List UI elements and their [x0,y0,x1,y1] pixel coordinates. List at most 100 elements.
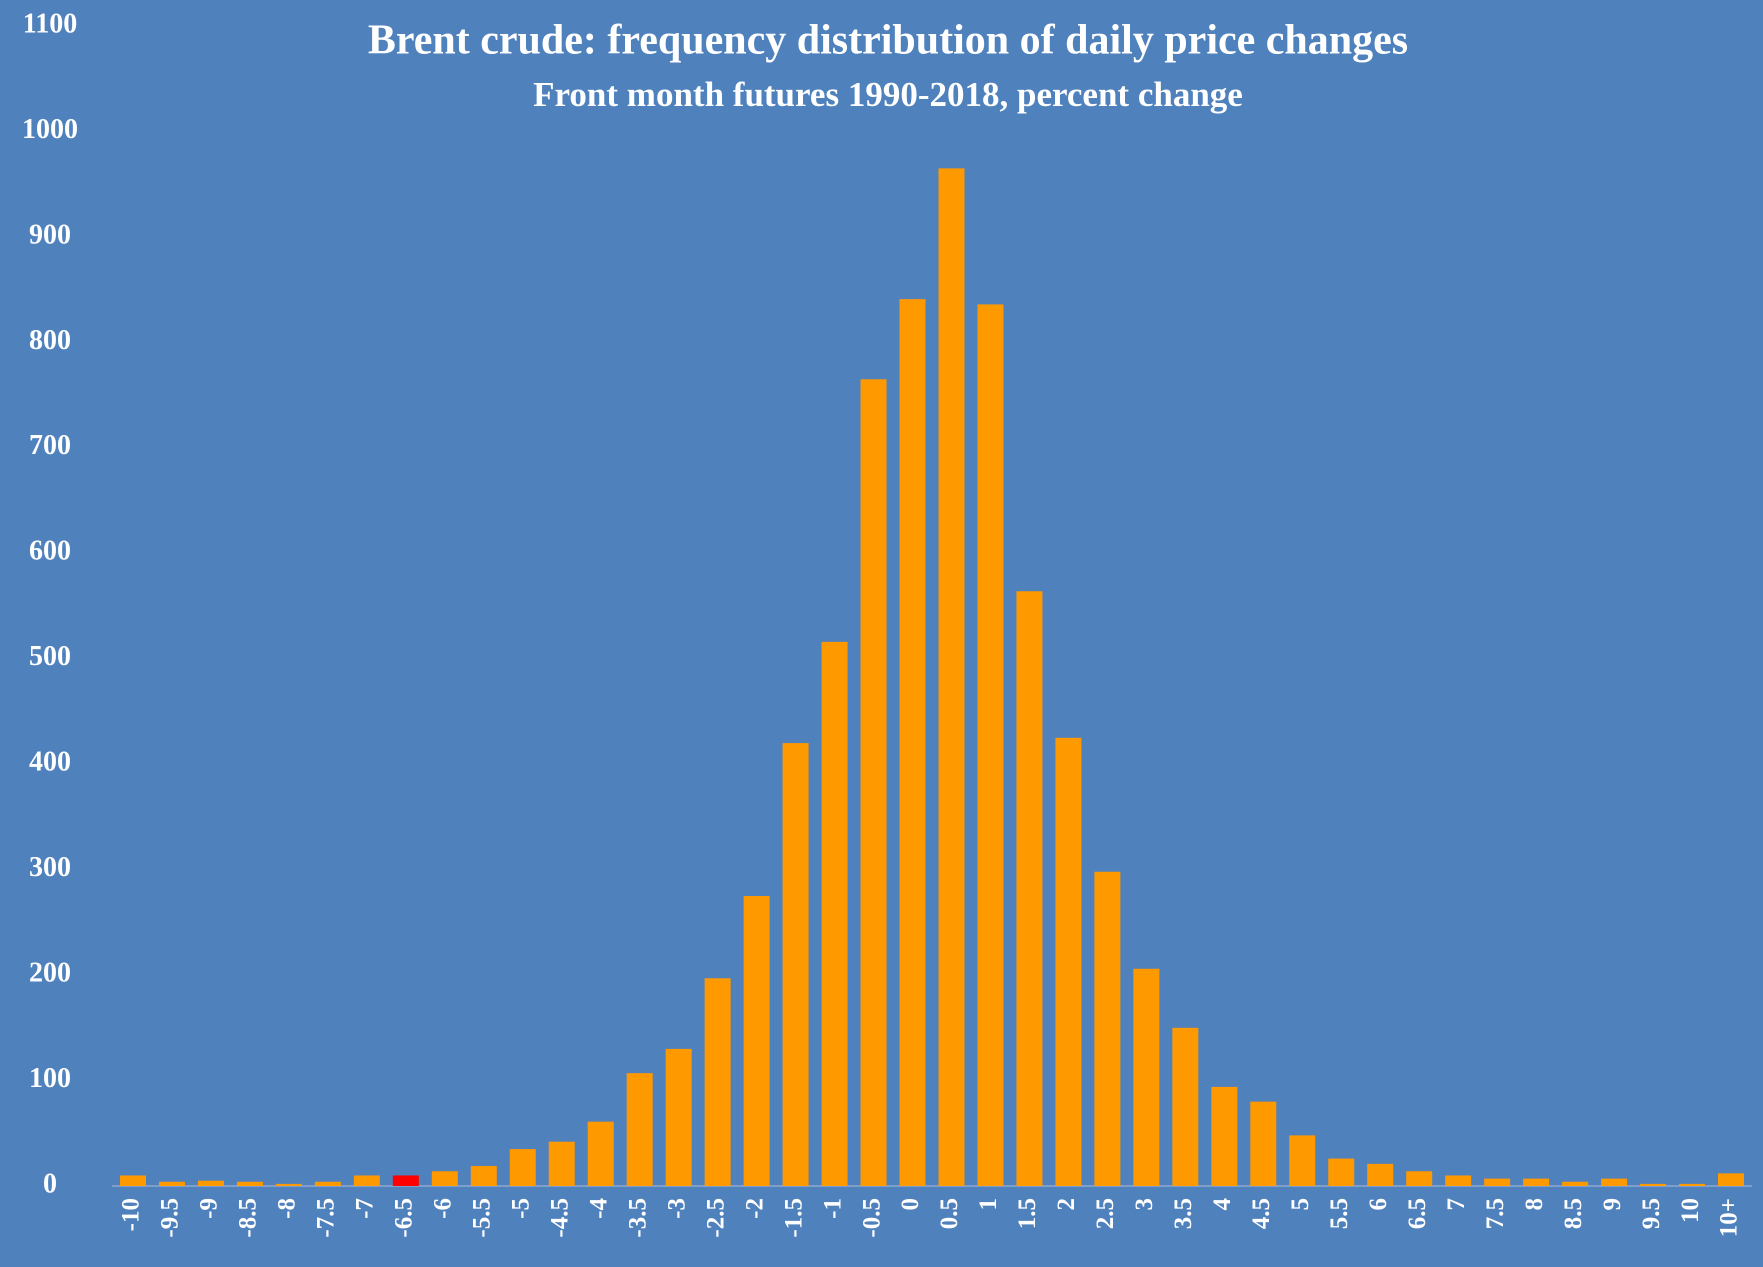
x-tick-label: 9 [1599,1198,1626,1211]
x-tick-label: -9.5 [157,1198,184,1238]
chart-title: Brent crude: frequency distribution of d… [368,18,1408,64]
bar [1445,1175,1472,1186]
bar [1523,1178,1550,1186]
bar [1211,1086,1238,1186]
bar [314,1181,341,1186]
bar [860,379,887,1187]
y-tick-label: 500 [29,641,71,672]
x-tick-label: -3 [663,1198,690,1219]
bar [353,1175,380,1186]
x-tick-label: 6.5 [1404,1198,1431,1229]
y-tick-label: 100 [29,1063,71,1094]
bar [1367,1163,1394,1186]
chart-subtitle: Front month futures 1990-2018, percent c… [533,75,1243,114]
bar [392,1175,419,1186]
bar [743,896,770,1186]
y-tick-label: 800 [29,325,71,356]
x-tick-label: 3.5 [1170,1198,1197,1229]
x-tick-label: -3.5 [624,1198,651,1238]
x-tick-label: 10+ [1716,1198,1743,1237]
bar [977,304,1004,1186]
bar [899,299,926,1186]
bar [1406,1171,1433,1186]
bar [197,1180,224,1186]
bar [1640,1183,1667,1186]
x-tick-label: -9 [196,1198,223,1219]
bar [1601,1178,1628,1186]
x-tick-label: 9.5 [1638,1198,1665,1229]
x-tick-label: 2.5 [1092,1198,1119,1229]
bar [1133,968,1160,1186]
x-tick-label: -1.5 [780,1198,807,1238]
bar [587,1121,614,1186]
x-tick-label: 10 [1677,1198,1704,1223]
x-tick-label: 1 [975,1198,1002,1211]
y-tick-label: 600 [29,536,71,567]
bar [1562,1181,1589,1186]
bar [665,1048,692,1186]
x-tick-label: 5.5 [1326,1198,1353,1229]
bar [821,641,848,1186]
x-tick-label: 1.5 [1014,1198,1041,1229]
x-tick-label: 8.5 [1560,1198,1587,1229]
x-tick-label: -5.5 [469,1198,496,1238]
bar [1094,871,1121,1186]
bar [626,1073,653,1186]
bar [1679,1183,1706,1186]
bar [509,1149,536,1186]
bar [1016,591,1043,1186]
y-tick-label: 400 [29,747,71,778]
bar [1289,1135,1316,1186]
bar [1718,1173,1744,1186]
bar [548,1141,575,1186]
x-tick-label: 2 [1053,1198,1080,1211]
x-tick-label: 4 [1209,1198,1236,1211]
bar [158,1181,185,1186]
x-tick-label: -6 [430,1198,457,1219]
x-tick-label: -4.5 [546,1198,573,1238]
x-tick-label: -2 [741,1198,768,1219]
y-tick-label: 0 [43,1168,57,1199]
x-tick-label: -1 [819,1198,846,1219]
x-tick-label: 0 [897,1198,924,1211]
y-tick-label: 1000 [22,114,78,145]
x-tick-label: 5 [1287,1198,1314,1211]
y-tick-label: 700 [29,430,71,461]
y-tick-label: 900 [29,219,71,250]
x-tick-label: 6 [1365,1198,1392,1211]
y-tick-label: 1100 [23,8,77,39]
x-tick-label: 4.5 [1248,1198,1275,1229]
x-tick-label: -0.5 [858,1198,885,1238]
x-tick-label: -7 [352,1198,379,1219]
x-tick-label: -5 [507,1198,534,1219]
bar [1055,737,1082,1186]
x-tick-label: -6.5 [391,1198,418,1238]
bar [236,1181,263,1186]
y-tick-label: 200 [29,958,71,989]
bar [938,168,965,1186]
bar [782,743,809,1186]
bar [704,978,731,1186]
x-tick-label: -2.5 [702,1198,729,1238]
bar [1172,1027,1199,1186]
x-tick-label: 7 [1443,1198,1470,1211]
y-tick-label: 300 [29,852,71,883]
bar [431,1171,458,1186]
x-tick-label: 8 [1521,1198,1548,1211]
bar [1250,1101,1277,1186]
bar [1484,1178,1511,1186]
x-tick-label: 7.5 [1482,1198,1509,1229]
bar [470,1165,497,1186]
bar [275,1183,302,1186]
x-tick-label: -8 [274,1198,301,1219]
x-tick-label: 0.5 [936,1198,963,1229]
bar [1328,1158,1355,1186]
x-tick-label: -8.5 [235,1198,262,1238]
x-tick-label: -7.5 [313,1198,340,1238]
x-tick-label: -10 [118,1198,145,1231]
x-tick-label: 3 [1131,1198,1158,1211]
bar [120,1175,146,1186]
x-tick-label: -4 [585,1198,612,1219]
